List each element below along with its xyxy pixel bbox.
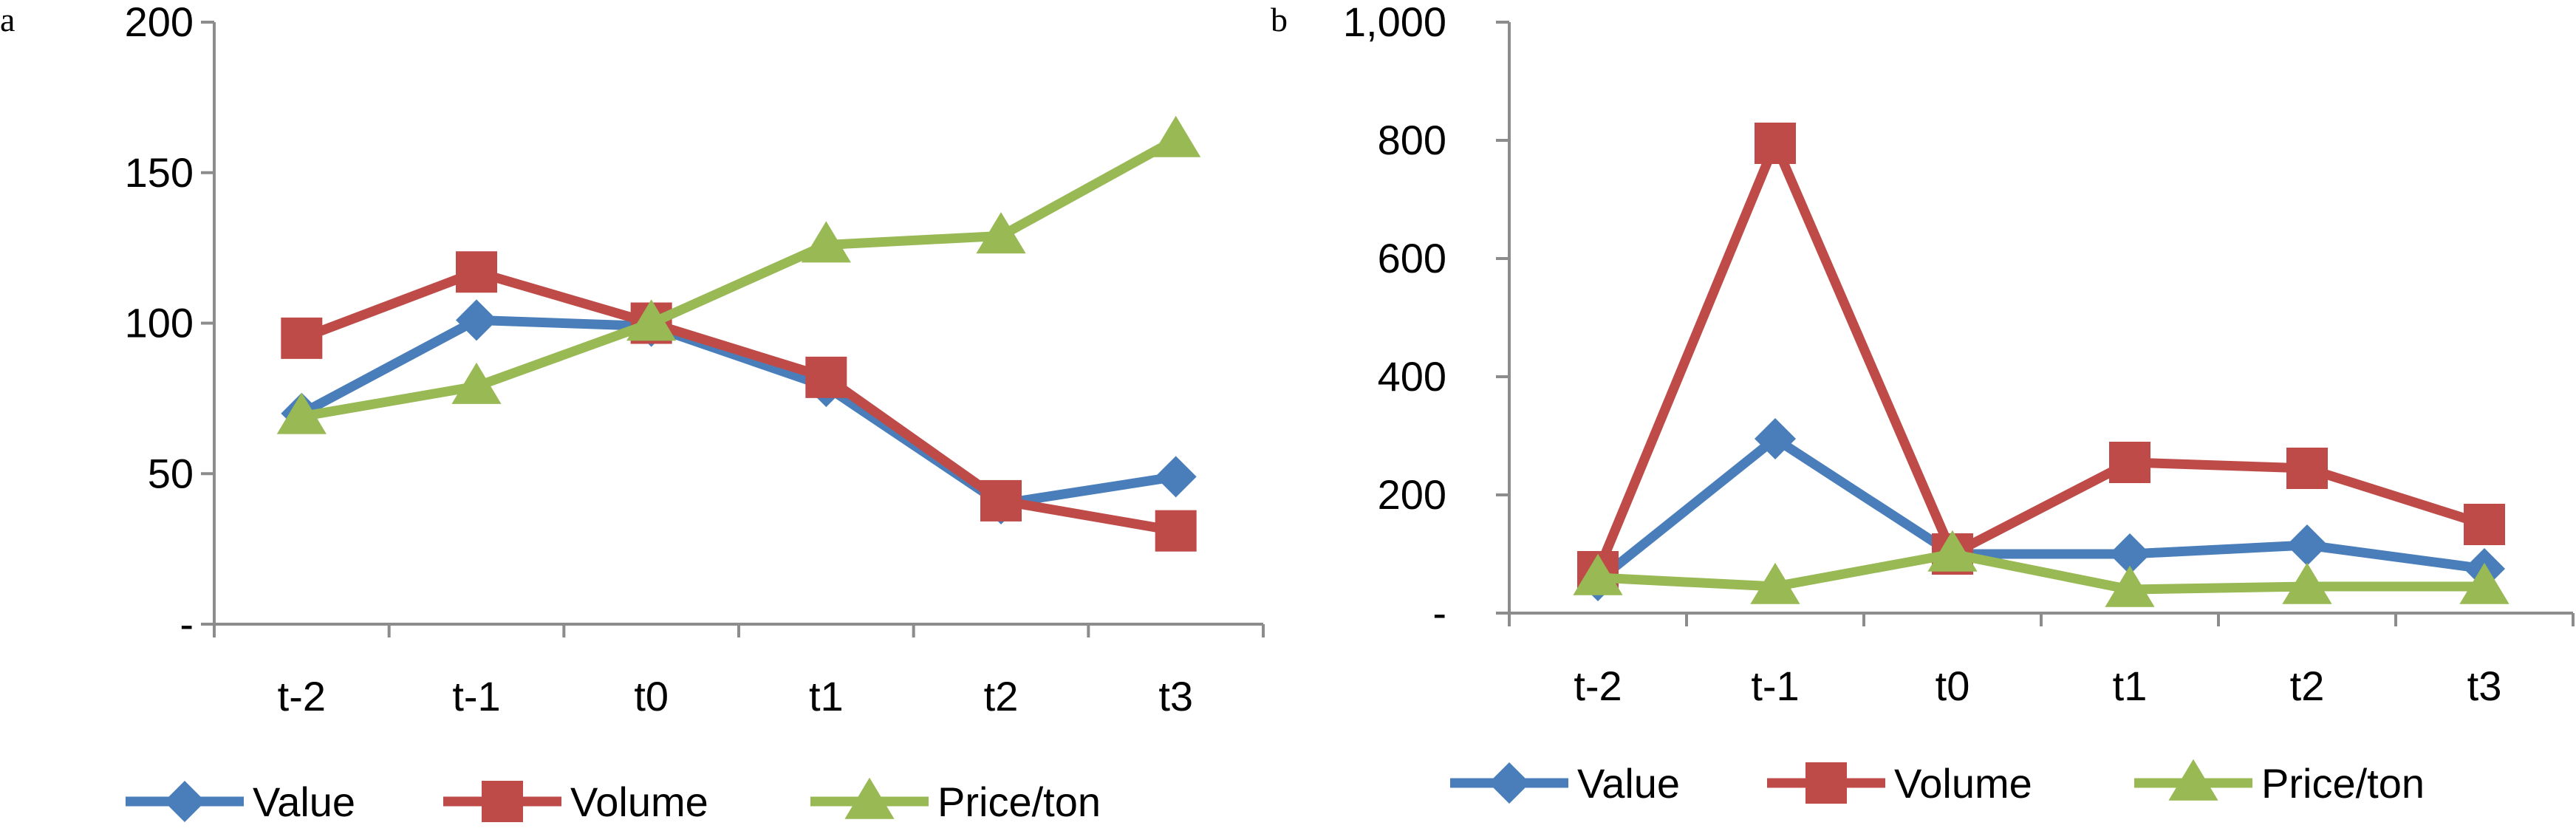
series-line xyxy=(296,134,1181,422)
legend-label: Volume xyxy=(1894,760,2032,807)
legend-marker xyxy=(164,781,205,822)
legend-entry: Volume xyxy=(443,779,708,825)
data-point xyxy=(1151,115,1201,157)
x-tick-label: t1 xyxy=(2113,663,2148,709)
chart-panel-b: b - 200 400 600 800 1,000 t-2 t-1 t0 t1 t2 t3 Value Vo… xyxy=(1271,0,2575,807)
legend-marker xyxy=(482,781,523,822)
x-tick-label: t0 xyxy=(634,673,669,719)
y-tick-label: - xyxy=(180,601,194,647)
panel-label: a xyxy=(0,1,15,38)
y-tick-label: 100 xyxy=(125,300,194,346)
legend-label: Price/ton xyxy=(2261,760,2425,807)
y-tick-label: 200 xyxy=(1378,471,1446,518)
x-tick-label: t3 xyxy=(2467,663,2502,709)
legend-label: Price/ton xyxy=(937,779,1101,825)
data-point xyxy=(801,221,851,263)
series-line xyxy=(1593,434,2490,586)
data-point xyxy=(2109,533,2150,575)
y-tick-label: 400 xyxy=(1378,353,1446,400)
legend-entry: Value xyxy=(126,779,355,825)
data-point xyxy=(980,479,1022,521)
x-tick-label: t2 xyxy=(2290,663,2325,709)
data-point xyxy=(1750,562,1800,604)
x-tick-label: t1 xyxy=(809,673,844,719)
legend-entry: Volume xyxy=(1767,760,2032,807)
series-price-ton xyxy=(1573,530,2510,607)
series-value xyxy=(281,299,1197,524)
series-line xyxy=(296,267,1181,536)
data-point xyxy=(2282,562,2332,604)
x-tick-label: t0 xyxy=(1936,663,1970,709)
legend-marker xyxy=(1805,762,1847,804)
legend-marker xyxy=(2168,759,2218,801)
y-tick-label: 150 xyxy=(125,149,194,196)
data-point xyxy=(805,356,847,398)
data-point xyxy=(451,362,502,404)
y-tick-label: 50 xyxy=(148,450,194,496)
data-point xyxy=(456,251,497,293)
y-tick-label: 800 xyxy=(1378,117,1446,163)
legend-label: Value xyxy=(1577,760,1680,807)
legend-label: Value xyxy=(253,779,355,825)
data-point xyxy=(2286,448,2328,489)
data-point xyxy=(1155,510,1197,552)
y-tick-label: 200 xyxy=(125,0,194,45)
y-tick-label: 600 xyxy=(1378,235,1446,281)
series-volume xyxy=(281,251,1197,552)
legend-label: Volume xyxy=(570,779,708,825)
x-tick-label: t-1 xyxy=(452,673,500,719)
data-point xyxy=(1927,530,1978,572)
legend-entry: Price/ton xyxy=(2134,759,2425,807)
series-volume xyxy=(1577,123,2505,592)
data-point xyxy=(276,392,327,434)
x-tick-label: t-1 xyxy=(1751,663,1799,709)
data-point xyxy=(1573,553,1623,595)
x-tick-label: t-2 xyxy=(278,673,326,719)
legend-entry: Price/ton xyxy=(810,777,1101,825)
data-point xyxy=(2459,562,2510,604)
data-point xyxy=(1755,418,1796,459)
data-point xyxy=(456,299,497,341)
legend-marker xyxy=(1489,762,1530,804)
panel-label: b xyxy=(1271,1,1288,38)
data-point xyxy=(626,299,677,341)
data-point xyxy=(2105,565,2155,607)
x-tick-label: t2 xyxy=(984,673,1019,719)
x-tick-label: t3 xyxy=(1158,673,1193,719)
chart-panel-a: a - 50 100 150 200 t-2 t-1 t0 t1 t2 t3 Value Volume Pr… xyxy=(0,0,1265,825)
data-point xyxy=(2286,524,2328,566)
y-tick-label: 1,000 xyxy=(1343,0,1446,45)
series-line xyxy=(1593,549,2490,595)
series-line xyxy=(1593,138,2490,577)
data-point xyxy=(1155,456,1197,498)
series-price-ton xyxy=(276,115,1201,434)
data-point xyxy=(1755,123,1796,164)
data-point xyxy=(976,212,1026,254)
y-tick-label: - xyxy=(1432,589,1446,636)
x-tick-label: t-2 xyxy=(1574,663,1622,709)
legend-marker xyxy=(844,777,895,819)
legend-entry: Value xyxy=(1450,760,1680,807)
data-point xyxy=(2464,504,2505,545)
series-line xyxy=(296,315,1181,509)
data-point xyxy=(281,317,323,359)
data-point xyxy=(2109,442,2150,483)
